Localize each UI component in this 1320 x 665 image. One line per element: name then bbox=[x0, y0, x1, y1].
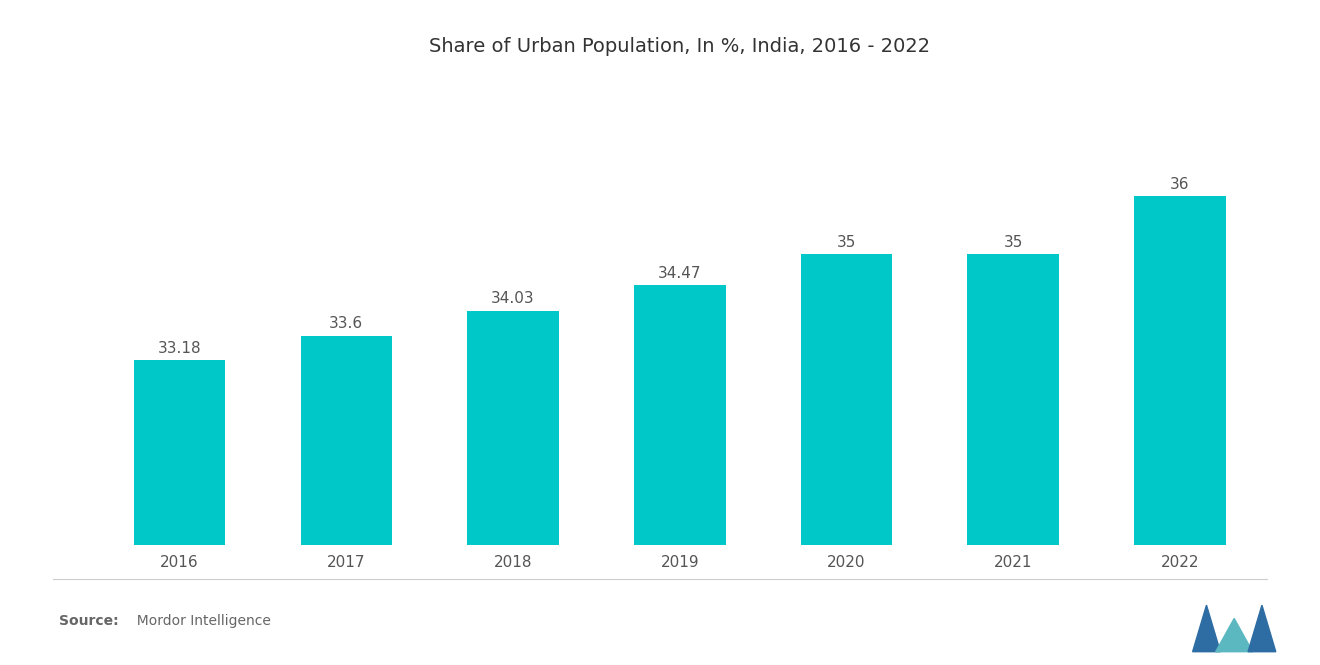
Text: 33.6: 33.6 bbox=[329, 316, 363, 331]
Bar bbox=[801, 254, 892, 665]
Bar bbox=[968, 254, 1059, 665]
Text: 35: 35 bbox=[837, 235, 857, 249]
Text: Source:: Source: bbox=[59, 614, 119, 628]
Text: 36: 36 bbox=[1171, 176, 1189, 192]
Polygon shape bbox=[1249, 605, 1275, 652]
Text: 33.18: 33.18 bbox=[158, 340, 202, 356]
Polygon shape bbox=[1216, 618, 1253, 652]
Text: 34.47: 34.47 bbox=[659, 265, 701, 281]
Bar bbox=[467, 311, 558, 665]
Text: Mordor Intelligence: Mordor Intelligence bbox=[128, 614, 271, 628]
Bar bbox=[301, 336, 392, 665]
Bar bbox=[634, 285, 726, 665]
Title: Share of Urban Population, In %, India, 2016 - 2022: Share of Urban Population, In %, India, … bbox=[429, 37, 931, 56]
Text: 35: 35 bbox=[1003, 235, 1023, 249]
Text: 34.03: 34.03 bbox=[491, 291, 535, 306]
Polygon shape bbox=[1193, 605, 1220, 652]
Bar bbox=[1134, 196, 1226, 665]
Bar bbox=[133, 360, 226, 665]
